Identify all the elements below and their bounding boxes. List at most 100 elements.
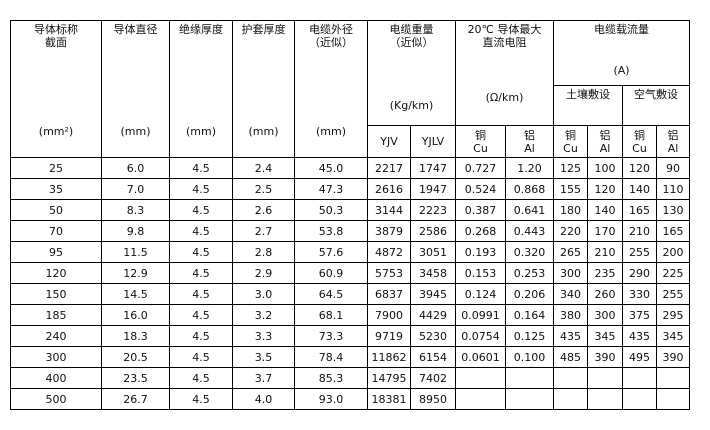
table-cell: 60.9 [294, 262, 368, 284]
table-cell: 8950 [410, 388, 456, 410]
table-cell: 0.124 [455, 283, 506, 305]
table-cell: 78.4 [294, 346, 368, 368]
header-soil: 土壤敷设 [553, 85, 623, 126]
table-cell: 0.387 [455, 199, 506, 221]
header-weight: 电缆重量 （近似） (Kg/km) [367, 20, 456, 126]
table-cell: 3144 [367, 199, 411, 221]
table-cell: 0.320 [505, 241, 554, 263]
table-cell: 0.0754 [455, 325, 506, 347]
header-air: 空气敷设 [622, 85, 690, 126]
table-cell: 240 [10, 325, 102, 347]
header-al: 铝 Al [587, 125, 623, 158]
table-row: 185 16.0 4.5 3.2 68.1 7900 4429 0.0991 0.164 380 3… [10, 304, 690, 326]
table-cell: 120 [622, 157, 657, 179]
header-cu: 铜 Cu [553, 125, 588, 158]
table-row: 25 6.0 4.5 2.4 45.0 2217 1747 0.727 1.20 125 100 12… [10, 157, 690, 179]
table-cell: 0.0601 [455, 346, 506, 368]
table-cell: 300 [10, 346, 102, 368]
table-cell: 16.0 [101, 304, 170, 326]
table-cell: 4.5 [169, 241, 233, 263]
table-cell: 375 [622, 304, 657, 326]
table-cell: 18.3 [101, 325, 170, 347]
table-cell: 4.5 [169, 199, 233, 221]
table-cell [455, 367, 506, 389]
table-cell: 265 [553, 241, 588, 263]
table-cell: 9719 [367, 325, 411, 347]
table-row: 240 18.3 4.5 3.3 73.3 9719 5230 0.0754 0.125 435 3… [10, 325, 690, 347]
table-cell: 0.443 [505, 220, 554, 242]
table-cell: 235 [587, 262, 623, 284]
table-cell: 0.153 [455, 262, 506, 284]
table-cell: 14795 [367, 367, 411, 389]
table-cell [505, 367, 554, 389]
table-cell: 2223 [410, 199, 456, 221]
table-cell: 0.641 [505, 199, 554, 221]
table-cell: 57.6 [294, 241, 368, 263]
table-cell: 73.3 [294, 325, 368, 347]
table-cell: 2.5 [232, 178, 295, 200]
table-cell: 53.8 [294, 220, 368, 242]
table-cell: 435 [622, 325, 657, 347]
table-cell [505, 388, 554, 410]
table-cell: 9.8 [101, 220, 170, 242]
table-cell: 390 [656, 346, 690, 368]
table-cell: 0.868 [505, 178, 554, 200]
table-cell: 170 [587, 220, 623, 242]
header-al: 铝 Al [656, 125, 690, 158]
table-cell: 3.2 [232, 304, 295, 326]
table-cell: 165 [622, 199, 657, 221]
table-row: 300 20.5 4.5 3.5 78.4 11862 6154 0.0601 0.100 485… [10, 346, 690, 368]
table-cell: 4.5 [169, 388, 233, 410]
table-cell: 255 [622, 241, 657, 263]
table-cell: 125 [553, 157, 588, 179]
table-cell [622, 367, 657, 389]
table-cell: 345 [656, 325, 690, 347]
table-cell: 26.7 [101, 388, 170, 410]
table-cell: 3.5 [232, 346, 295, 368]
table-row: 500 26.7 4.5 4.0 93.0 18381 8950 [10, 388, 690, 410]
table-cell: 23.5 [101, 367, 170, 389]
table-row: 50 8.3 4.5 2.6 50.3 3144 2223 0.387 0.641 180 140 1… [10, 199, 690, 221]
table-cell: 165 [656, 220, 690, 242]
table-cell: 4.5 [169, 346, 233, 368]
table-cell: 4.5 [169, 367, 233, 389]
table-cell: 47.3 [294, 178, 368, 200]
table-cell: 50 [10, 199, 102, 221]
table-cell: 400 [10, 367, 102, 389]
table-cell [455, 388, 506, 410]
table-cell [587, 388, 623, 410]
table-cell [553, 388, 588, 410]
table-cell: 0.253 [505, 262, 554, 284]
table-cell: 50.3 [294, 199, 368, 221]
table-cell: 11.5 [101, 241, 170, 263]
table-cell: 2.7 [232, 220, 295, 242]
table-cell [587, 367, 623, 389]
table-cell: 185 [10, 304, 102, 326]
table-cell: 0.164 [505, 304, 554, 326]
table-cell: 1947 [410, 178, 456, 200]
table-cell: 100 [587, 157, 623, 179]
table-cell [656, 367, 690, 389]
table-cell: 330 [622, 283, 657, 305]
header-cu: 铜 Cu [622, 125, 657, 158]
table-cell: 220 [553, 220, 588, 242]
table-cell: 5753 [367, 262, 411, 284]
table-cell: 380 [553, 304, 588, 326]
table-cell [622, 388, 657, 410]
header-sheath: 护套厚度 (mm) [232, 20, 295, 158]
table-cell: 0.524 [455, 178, 506, 200]
table-cell: 14.5 [101, 283, 170, 305]
table-cell: 390 [587, 346, 623, 368]
table-cell: 4.0 [232, 388, 295, 410]
header-al: 铝 Al [505, 125, 554, 158]
table-cell: 20.5 [101, 346, 170, 368]
table-cell: 3879 [367, 220, 411, 242]
table-cell: 0.193 [455, 241, 506, 263]
table-cell: 2217 [367, 157, 411, 179]
table-cell: 18381 [367, 388, 411, 410]
table-cell: 2.9 [232, 262, 295, 284]
table-cell: 110 [656, 178, 690, 200]
table-cell: 0.268 [455, 220, 506, 242]
table-cell: 140 [587, 199, 623, 221]
table-cell: 200 [656, 241, 690, 263]
